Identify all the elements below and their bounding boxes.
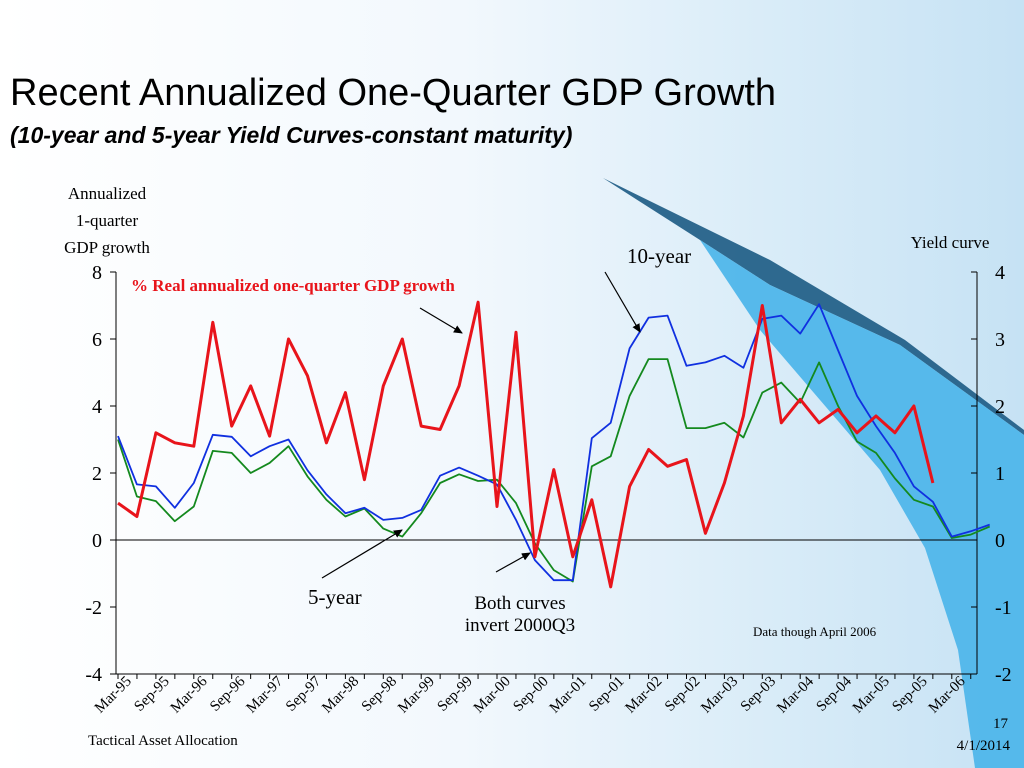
gdp-label-arrow (419, 307, 463, 334)
ten-year-arrow (604, 271, 641, 333)
x-axis-tick-label: Mar-97 (244, 673, 287, 716)
left-axis-tick-label: 2 (92, 463, 102, 485)
left-axis-tick-label: -2 (85, 597, 102, 619)
inversion-arrow (495, 552, 531, 573)
dark-blue-band (603, 178, 1024, 435)
footer-date: 4/1/2014 (957, 738, 1011, 754)
right-axis-tick-label: -2 (995, 664, 1012, 686)
left-axis-title: Annualized 1-quarter GDP growth (64, 184, 150, 257)
x-axis-tick-label: Mar-01 (547, 674, 590, 717)
x-axis-tick-label: Sep-99 (435, 674, 476, 715)
slide-title: Recent Annualized One-Quarter GDP Growth (10, 72, 777, 114)
right-axis-title: Yield curve (911, 233, 990, 252)
slide-subtitle: (10-year and 5-year Yield Curves-constan… (10, 122, 573, 148)
gdp-growth-line (117, 300, 935, 589)
data-note: Data though April 2006 (753, 624, 877, 639)
x-axis-tick-label: Sep-02 (662, 674, 703, 715)
right-axis-tick-label: 0 (995, 530, 1005, 552)
x-axis-tick-label: Mar-03 (698, 674, 741, 717)
x-axis-tick-label: Sep-04 (814, 673, 856, 715)
x-axis-tick-label: Mar-96 (168, 673, 211, 716)
five-year-label: 5-year (308, 585, 362, 609)
ten-year-label: 10-year (627, 244, 691, 268)
x-axis-tick-label: Sep-00 (510, 674, 551, 715)
x-axis-tick-label: Sep-05 (889, 674, 930, 715)
right-axis-tick-label: 1 (995, 463, 1005, 485)
inversion-annotation-line1: Both curves (474, 593, 565, 614)
left-axis-tick-label: 0 (92, 530, 102, 552)
x-axis-tick-label: Sep-03 (738, 674, 779, 715)
gdp-series-label: % Real annualized one-quarter GDP growth (131, 276, 455, 295)
left-axis-tick-label: -4 (85, 664, 102, 686)
x-axis-tick-label: Mar-02 (623, 674, 666, 717)
x-axis-tick-label: Sep-01 (586, 674, 627, 715)
left-axis-tick-label: 4 (92, 396, 102, 418)
footer-left: Tactical Asset Allocation (88, 733, 238, 749)
series-lines (117, 300, 991, 589)
left-axis-tick-label: 8 (92, 262, 102, 284)
x-axis-tick-label: Mar-99 (395, 674, 438, 717)
x-axis-tick-label: Mar-00 (471, 674, 514, 717)
right-axis-tick-label: 4 (995, 262, 1005, 284)
five-year-arrow (321, 529, 403, 579)
right-axis-tick-label: 3 (995, 329, 1005, 351)
x-axis-tick-label: Sep-95 (131, 674, 172, 715)
x-axis-tick-label: Sep-96 (207, 673, 249, 715)
x-axis-tick-label: Mar-04 (774, 673, 817, 716)
ten-year-line (117, 303, 991, 582)
x-axis-tick-label: Mar-06 (926, 673, 969, 716)
right-axis-tick-label: 2 (995, 396, 1005, 418)
x-axis-tick-label: Mar-98 (319, 674, 362, 717)
right-axis-tick-label: -1 (995, 597, 1012, 619)
x-axis-tick-label: Sep-97 (283, 673, 325, 715)
x-axis-tick-label: Mar-05 (850, 674, 893, 717)
inversion-annotation-line2: invert 2000Q3 (465, 615, 575, 636)
x-axis-tick-label: Sep-98 (359, 674, 400, 715)
left-axis-tick-label: 6 (92, 329, 102, 351)
light-blue-band (700, 240, 1024, 768)
page-number: 17 (993, 716, 1009, 732)
